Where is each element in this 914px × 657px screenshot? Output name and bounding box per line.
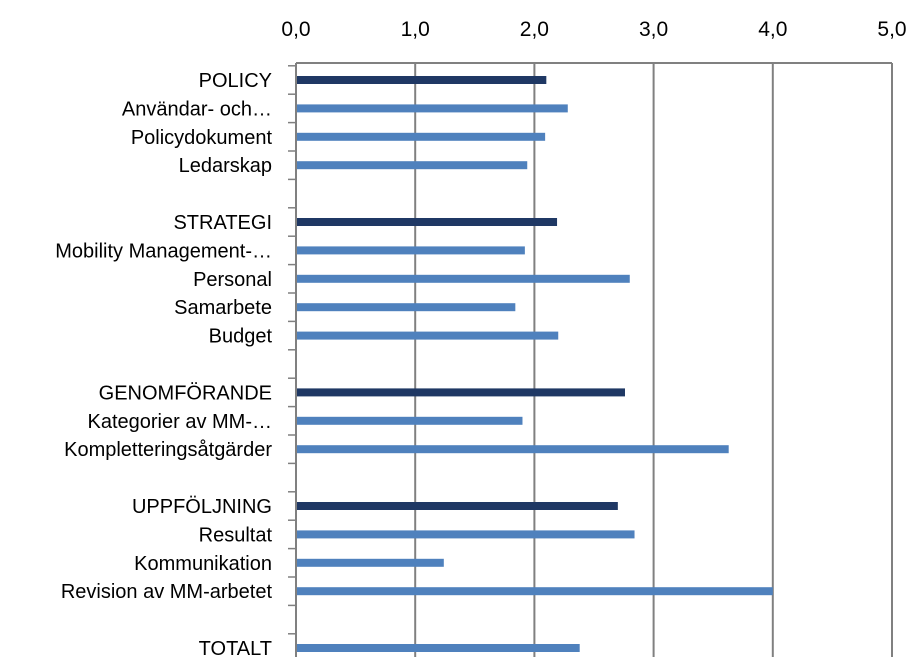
bar	[297, 303, 516, 312]
bar	[297, 530, 635, 539]
x-tick-label: 0,0	[281, 18, 310, 41]
x-tick-label: 4,0	[758, 18, 787, 41]
x-tick-label: 2,0	[520, 18, 549, 41]
gridlines	[296, 62, 893, 657]
bar	[297, 274, 630, 283]
category-label: Kategorier av MM-…	[88, 411, 273, 433]
category-label: UPPFÖLJNING	[132, 496, 272, 518]
category-label: Revision av MM-arbetet	[61, 581, 273, 603]
category-label: Ledarskap	[179, 155, 272, 177]
category-label: Kommunikation	[134, 553, 272, 575]
category-label: Kompletteringsåtgärder	[64, 439, 272, 461]
category-label: Resultat	[199, 524, 273, 546]
x-tick-label: 5,0	[877, 18, 906, 41]
bar	[297, 445, 729, 454]
category-label: Policydokument	[131, 127, 273, 149]
bar	[297, 76, 547, 84]
bar	[297, 104, 568, 113]
bar	[297, 218, 558, 226]
bar	[297, 558, 444, 567]
x-tick-label: 3,0	[639, 18, 668, 41]
bar	[297, 161, 528, 170]
category-label: GENOMFÖRANDE	[99, 382, 272, 404]
bar	[297, 416, 523, 425]
bar	[297, 644, 580, 652]
category-label: POLICY	[199, 70, 272, 92]
bar	[297, 132, 546, 141]
bars	[297, 76, 773, 652]
bar	[297, 246, 525, 255]
category-label: Budget	[209, 326, 273, 348]
category-label: Samarbete	[174, 297, 272, 319]
bar	[297, 331, 559, 340]
category-labels: POLICY Användar- och… Policydokument Ledars…	[55, 70, 272, 657]
category-label: Personal	[193, 269, 272, 291]
category-label: Mobility Management-…	[55, 240, 272, 262]
bar	[297, 587, 773, 596]
category-label: Användar- och…	[122, 98, 272, 120]
bar	[297, 388, 625, 397]
y-axis	[288, 63, 297, 657]
category-label: STRATEGI	[173, 212, 272, 234]
x-tick-label: 1,0	[401, 18, 430, 41]
x-axis-tick-labels: 0,0 1,0 2,0 3,0 4,0 5,0	[281, 18, 906, 41]
category-label: TOTALT	[199, 638, 272, 657]
bar	[297, 502, 618, 510]
